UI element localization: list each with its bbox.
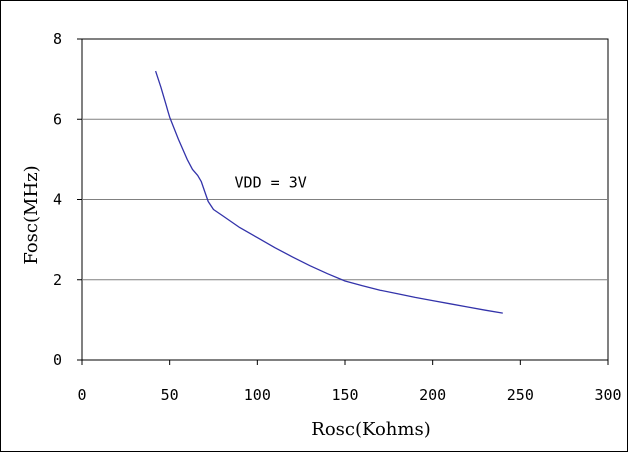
- x-tick-label: 250: [507, 386, 534, 404]
- y-tick-label: 4: [53, 191, 62, 209]
- grid-lines: [82, 118, 608, 281]
- annotations: VDD = 3V: [235, 173, 307, 191]
- x-tick-label: 150: [331, 386, 358, 404]
- series-line: [154, 70, 503, 314]
- x-tick-label: 0: [77, 386, 86, 404]
- y-tick-label: 0: [53, 351, 62, 369]
- axis-ticks: [77, 38, 609, 365]
- y-tick-label: 6: [53, 110, 62, 128]
- annotation-label: VDD = 3V: [235, 173, 307, 191]
- x-axis-title: Rosc(Kohms): [311, 419, 430, 440]
- y-axis-title: Fosc(MHz): [21, 165, 42, 264]
- x-tick-label: 50: [161, 386, 179, 404]
- y-tick-label: 2: [53, 271, 62, 289]
- tick-labels: 0 2 4 6 8 0 50 100 150 200 250 300: [53, 30, 622, 404]
- series-layer: [154, 70, 503, 314]
- x-tick-label: 300: [594, 386, 621, 404]
- y-tick-label: 8: [53, 30, 62, 48]
- x-tick-label: 100: [244, 386, 271, 404]
- x-tick-label: 200: [419, 386, 446, 404]
